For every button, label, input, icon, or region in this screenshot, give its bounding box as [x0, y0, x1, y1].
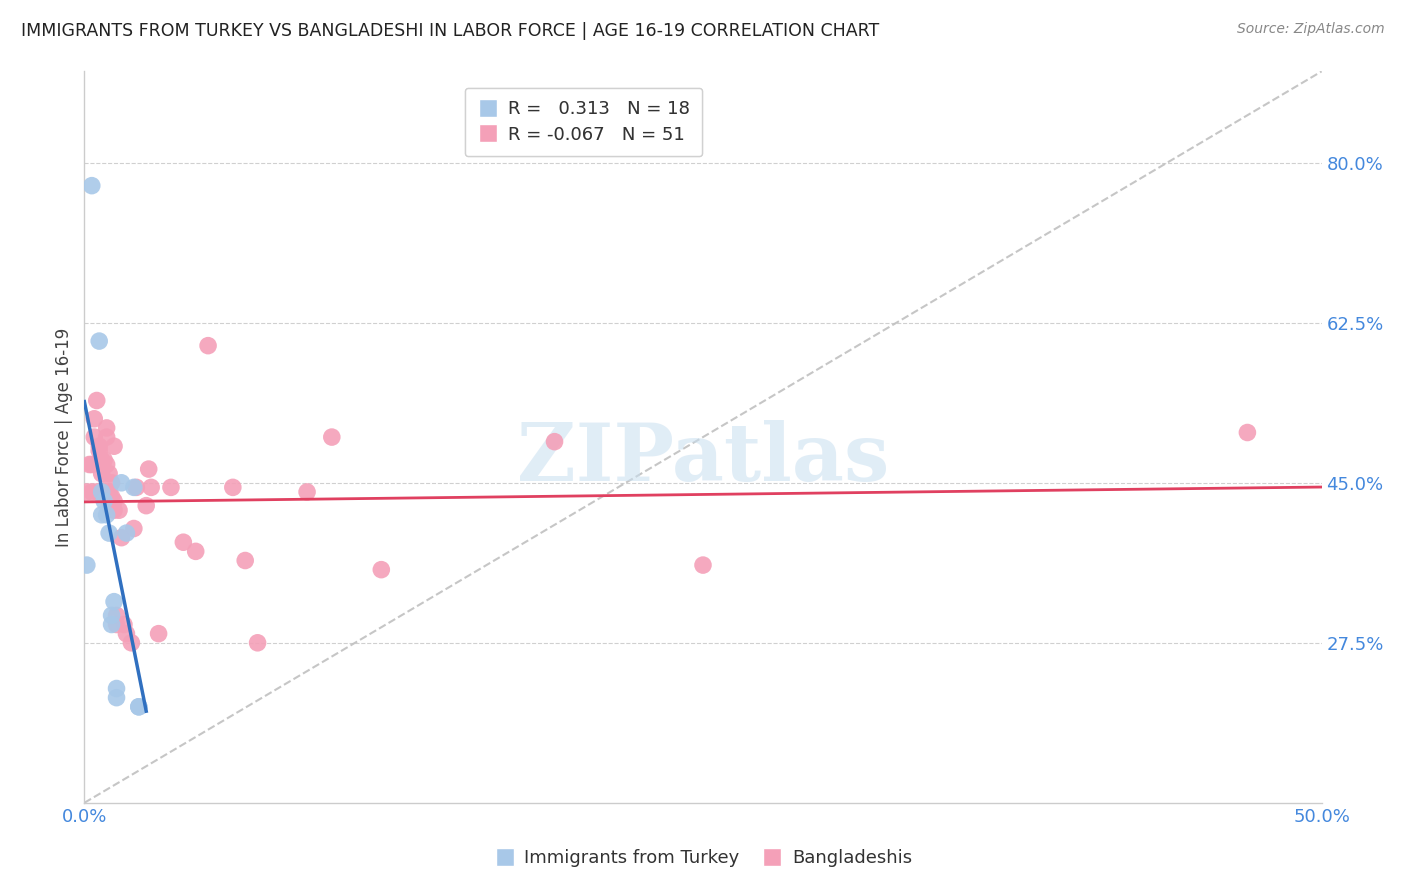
Point — [89, 334, 111, 348]
Point — [103, 439, 125, 453]
Point — [295, 485, 318, 500]
Point — [89, 443, 111, 458]
Point — [105, 681, 128, 696]
Point — [321, 430, 343, 444]
Point — [90, 453, 112, 467]
Text: ZIPatlas: ZIPatlas — [517, 420, 889, 498]
Point — [79, 458, 101, 472]
Point — [160, 480, 183, 494]
Point — [96, 421, 118, 435]
Point — [90, 508, 112, 522]
Point — [105, 617, 128, 632]
Point — [692, 558, 714, 573]
Point — [222, 480, 245, 494]
Point — [1236, 425, 1258, 440]
Point — [110, 475, 132, 490]
Point — [120, 636, 142, 650]
Point — [115, 626, 138, 640]
Point — [100, 617, 122, 632]
Point — [76, 485, 98, 500]
Point — [103, 494, 125, 508]
Point — [197, 338, 219, 352]
Point — [122, 521, 145, 535]
Point — [103, 594, 125, 608]
Point — [93, 453, 115, 467]
Point — [370, 563, 392, 577]
Point — [80, 485, 103, 500]
Point — [128, 699, 150, 714]
Point — [98, 485, 121, 500]
Point — [83, 430, 105, 444]
Point — [108, 503, 131, 517]
Point — [98, 467, 121, 481]
Point — [76, 558, 98, 573]
Point — [96, 430, 118, 444]
Point — [246, 636, 269, 650]
Point — [138, 462, 160, 476]
Point — [80, 458, 103, 472]
Point — [86, 393, 108, 408]
Point — [100, 608, 122, 623]
Point — [105, 690, 128, 705]
Point — [96, 458, 118, 472]
Point — [100, 490, 122, 504]
Point — [184, 544, 207, 558]
Point — [112, 617, 135, 632]
Point — [100, 475, 122, 490]
Point — [90, 485, 112, 500]
Point — [90, 467, 112, 481]
Point — [98, 526, 121, 541]
Point — [148, 626, 170, 640]
Point — [135, 499, 157, 513]
Point — [80, 178, 103, 193]
Point — [115, 526, 138, 541]
Point — [98, 499, 121, 513]
Point — [105, 608, 128, 623]
Point — [86, 485, 108, 500]
Point — [83, 412, 105, 426]
Point — [128, 699, 150, 714]
Point — [110, 531, 132, 545]
Text: Source: ZipAtlas.com: Source: ZipAtlas.com — [1237, 22, 1385, 37]
Point — [543, 434, 565, 449]
Legend: Immigrants from Turkey, Bangladeshis: Immigrants from Turkey, Bangladeshis — [486, 842, 920, 874]
Point — [103, 503, 125, 517]
Point — [141, 480, 163, 494]
Text: IMMIGRANTS FROM TURKEY VS BANGLADESHI IN LABOR FORCE | AGE 16-19 CORRELATION CHA: IMMIGRANTS FROM TURKEY VS BANGLADESHI IN… — [21, 22, 879, 40]
Point — [93, 485, 115, 500]
Point — [93, 494, 115, 508]
Y-axis label: In Labor Force | Age 16-19: In Labor Force | Age 16-19 — [55, 327, 73, 547]
Point — [96, 508, 118, 522]
Point — [89, 439, 111, 453]
Point — [233, 553, 256, 567]
Point — [122, 480, 145, 494]
Point — [172, 535, 194, 549]
Point — [125, 480, 148, 494]
Legend: R =   0.313   N = 18, R = -0.067   N = 51: R = 0.313 N = 18, R = -0.067 N = 51 — [464, 87, 703, 156]
